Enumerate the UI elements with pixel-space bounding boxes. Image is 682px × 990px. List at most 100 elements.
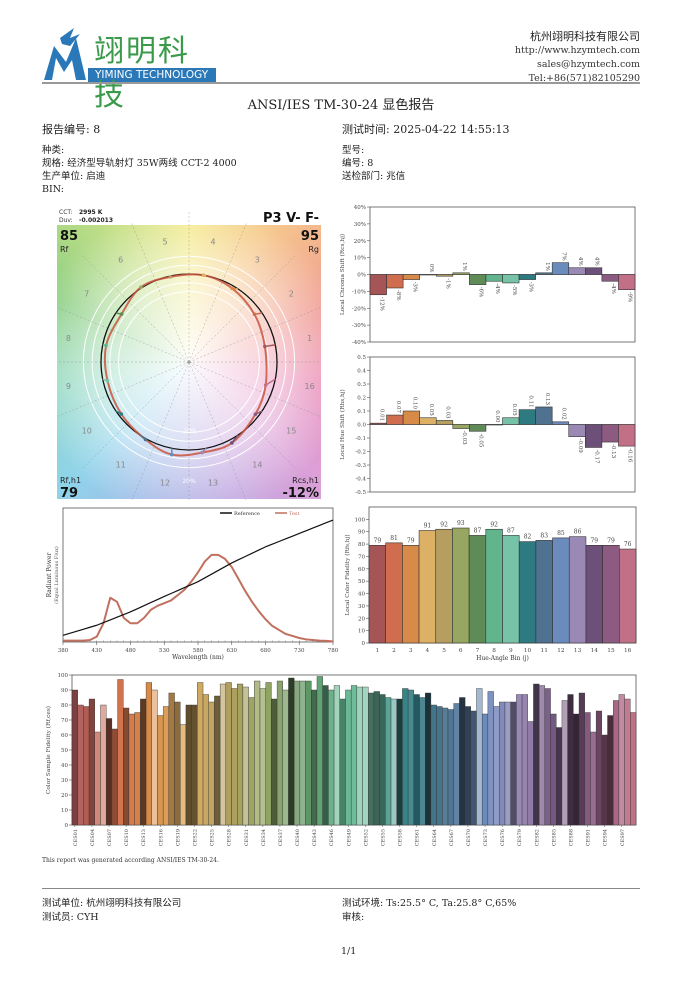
x-tick-label: CES40	[295, 829, 301, 846]
ces-bar	[556, 727, 563, 826]
hue-bin-spoke	[188, 361, 247, 500]
y-tick-label: -0.4	[355, 477, 366, 483]
ces-bar	[402, 688, 409, 826]
y-axis-label: Local Color Fidelity (Rfs,hj)	[344, 534, 351, 615]
ces-bar	[111, 728, 118, 826]
ces-bar	[162, 706, 170, 826]
legend-label: Reference	[234, 511, 260, 517]
y-tick-label: 0%	[357, 273, 366, 279]
cct-value: 2995 K	[79, 209, 103, 216]
shift-chart-frame	[369, 356, 636, 493]
shift-bar-label: 4%	[594, 257, 600, 266]
ces-bar	[151, 689, 158, 826]
classification: P3 V- F-	[263, 211, 319, 226]
y-tick-label: -0.3	[355, 463, 366, 469]
spectrum-line-test	[63, 553, 334, 643]
shift-bar	[518, 274, 536, 280]
ces-bar	[271, 698, 278, 826]
ces-bar	[561, 700, 568, 826]
fidelity-bar-label: 92	[490, 521, 498, 528]
fidelity-bar-label: 87	[507, 527, 515, 534]
shift-bar-label: -0.09	[577, 439, 583, 454]
rfh1-label: Rf,h1	[60, 476, 81, 485]
hue-shift-arrow-head	[104, 343, 108, 348]
hue-bin-spoke	[188, 307, 321, 363]
fidelity-bar	[435, 528, 453, 644]
x-tick-label: CES43	[312, 829, 318, 846]
hue-bin-spoke	[131, 361, 190, 500]
ces-bar	[83, 706, 90, 826]
ces-bar	[385, 697, 392, 826]
company-website[interactable]: http://www.hzymtech.com	[514, 45, 640, 56]
hue-bin-spoke	[82, 255, 190, 363]
header-divider	[42, 82, 640, 84]
x-tick-label: CES85	[551, 829, 557, 846]
x-tick-label: CES34	[261, 829, 267, 846]
ces-bar	[208, 701, 215, 826]
hue-shift-arrow-head	[253, 412, 258, 417]
duv-label: Duv:	[59, 217, 73, 224]
x-tick-label: CES19	[175, 829, 181, 846]
y-tick-label: 30%	[354, 222, 366, 228]
ces-bar	[601, 734, 608, 826]
ces-bar	[613, 700, 620, 826]
fidelity-bar-label: 93	[457, 520, 465, 527]
y-tick-label: 10	[61, 808, 68, 814]
shift-bar	[369, 422, 387, 425]
shift-bar	[386, 274, 404, 289]
ces-bar	[533, 683, 540, 826]
ces-bar	[231, 688, 238, 826]
fidelity-bar-label: 92	[440, 521, 448, 528]
footer-divider	[42, 888, 640, 889]
y-tick-label: 80	[61, 703, 68, 709]
report-number: 报告编号: 8	[42, 123, 101, 136]
hue-bin-spoke	[82, 361, 190, 469]
shift-bar-label: -3%	[527, 282, 533, 293]
fidelity-bar-label: 83	[540, 532, 548, 539]
ces-bar	[493, 706, 500, 826]
ces-bar	[265, 682, 272, 826]
ces-bar	[145, 682, 152, 826]
ces-bar	[105, 718, 113, 826]
fidelity-bar-label: 81	[390, 535, 398, 542]
company-email[interactable]: sales@hzymtech.com	[536, 59, 640, 70]
shift-bar-label: -8%	[395, 290, 401, 301]
x-tick-label: CES55	[380, 829, 386, 846]
fidelity-bar	[385, 542, 403, 644]
shift-bar-label: 0.11	[527, 395, 533, 407]
rcsh1-label: Rcs,h1	[292, 476, 319, 485]
fidelity-bar	[518, 541, 537, 644]
ces-bar	[259, 688, 266, 826]
x-tick-label: CES52	[363, 829, 369, 846]
center-cross-icon: +	[186, 358, 193, 367]
x-tick-label: CES31	[244, 829, 250, 846]
x-tick-label: CES82	[534, 829, 540, 846]
x-tick-label: 16	[624, 648, 632, 654]
ces-bar	[94, 731, 101, 826]
x-tick-label: 1	[375, 648, 379, 654]
ces-bar	[88, 698, 95, 826]
ces-bar	[288, 677, 295, 826]
y-tick-label: 90	[358, 530, 365, 536]
shift-bar-label: -3%	[411, 282, 417, 293]
minus-20-label: -20%	[181, 428, 197, 435]
x-tick-label: 2	[392, 648, 396, 654]
fidelity-bar	[602, 545, 620, 644]
ces-bar	[219, 683, 227, 826]
ces-bar	[527, 721, 534, 826]
ces-chart-frame	[71, 674, 637, 826]
shift-bar-label: -12%	[378, 297, 384, 311]
ces-bar	[305, 680, 312, 826]
company-logo: 翊明科技 YIMING TECHNOLOGY	[40, 24, 220, 113]
ces-bar	[544, 688, 551, 826]
ces-bar	[225, 682, 232, 826]
hue-bin-spoke	[57, 361, 190, 417]
shift-bar	[585, 424, 603, 448]
x-tick-label: CES97	[620, 829, 626, 846]
y-tick-label: 90	[61, 688, 68, 694]
rg-label: Rg	[308, 245, 319, 254]
hue-bin-spoke	[57, 307, 190, 363]
ces-bar	[459, 697, 466, 826]
vector-graphic-svg: CCT: 2995 K Duv: -0.002013 P3 V- F- 85 R…	[57, 209, 321, 500]
x-tick-label: 680	[260, 648, 271, 654]
